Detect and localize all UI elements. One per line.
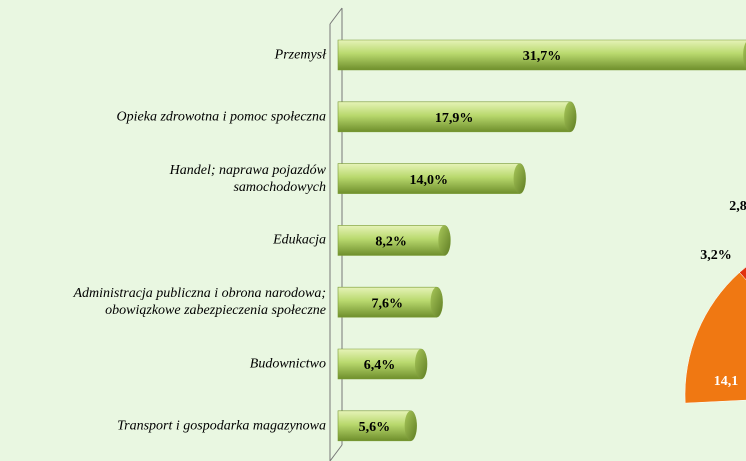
value-label: 6,4% xyxy=(364,358,396,373)
value-label: 14,0% xyxy=(410,173,449,188)
bar-group xyxy=(337,39,746,71)
axis-wall xyxy=(329,444,343,461)
value-label: 8,2% xyxy=(375,235,407,250)
value-label: 31,7% xyxy=(523,49,562,64)
bar-cap xyxy=(430,287,443,318)
category-label: Przemysł xyxy=(274,47,326,63)
pie-slice xyxy=(684,272,746,404)
bar-cap xyxy=(513,163,526,194)
bar-cap xyxy=(404,410,417,441)
bar-cap xyxy=(743,42,746,68)
category-label: Transport i gospodarka magazynowa xyxy=(117,418,326,434)
bar-group xyxy=(337,286,443,318)
pie-label: 14,1 xyxy=(714,374,739,389)
category-label: Budownictwo xyxy=(249,356,326,372)
bar-group xyxy=(337,348,428,380)
bar-cap xyxy=(415,349,427,379)
bar-group xyxy=(337,101,577,133)
bar-group xyxy=(337,410,417,442)
category-label: Handel; naprawa pojazdów samochodowych xyxy=(169,162,326,195)
value-label: 7,6% xyxy=(372,296,404,311)
pie-label: 2,8 xyxy=(729,199,746,214)
bar-cap xyxy=(438,225,451,256)
value-label: 5,6% xyxy=(359,420,391,435)
pie-label: 3,2% xyxy=(700,248,732,263)
bar-group xyxy=(337,225,451,256)
bar-group xyxy=(337,163,526,194)
category-label: Administracja publiczna i obrona narodow… xyxy=(73,286,326,319)
bar xyxy=(337,39,746,71)
bar-cap xyxy=(564,101,577,132)
category-label: Opieka zdrowotna i pomoc społeczna xyxy=(116,109,326,125)
category-label: Edukacja xyxy=(273,232,326,248)
value-label: 17,9% xyxy=(435,111,474,126)
axis-wall xyxy=(329,7,343,25)
